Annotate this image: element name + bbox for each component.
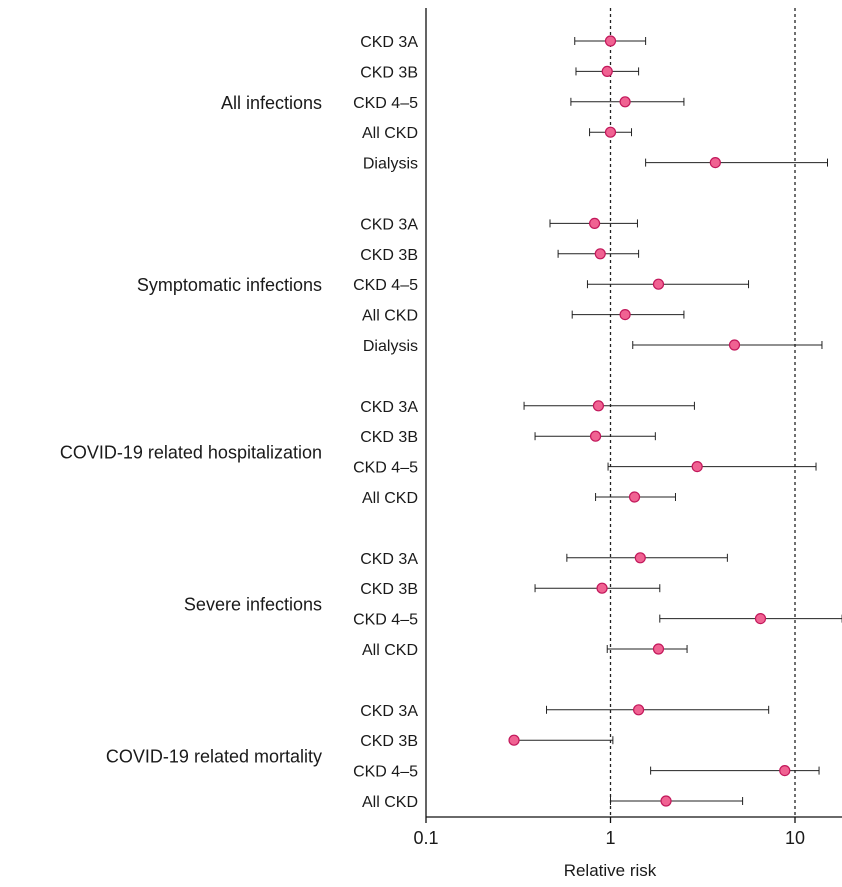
row-label: CKD 3A	[360, 399, 418, 416]
group-label: Severe infections	[184, 594, 322, 614]
reference-lines	[609, 8, 796, 817]
point-estimate	[632, 704, 645, 716]
row-label: CKD 4–5	[353, 95, 418, 112]
row-label: CKD 4–5	[353, 612, 418, 629]
row-label: CKD 3A	[360, 216, 418, 233]
point-estimate	[779, 764, 791, 777]
group-label: COVID-19 related hospitalization	[60, 442, 322, 462]
point-estimate	[604, 35, 617, 47]
plot-axes	[425, 8, 842, 818]
row-label: CKD 4–5	[353, 277, 418, 294]
point-estimate	[652, 278, 665, 290]
row-label: CKD 3B	[360, 733, 418, 750]
point-estimate	[588, 217, 601, 229]
data-marks	[508, 35, 842, 807]
point-estimate	[628, 491, 641, 503]
point-estimate	[660, 795, 672, 807]
point-estimate	[604, 126, 617, 138]
group-label: COVID-19 related mortality	[106, 746, 322, 766]
point-estimate	[596, 582, 608, 594]
point-estimate	[601, 65, 613, 78]
row-label: Dialysis	[363, 156, 418, 173]
row-label: CKD 3A	[360, 551, 418, 568]
point-estimate	[592, 400, 605, 412]
group-label: Symptomatic infections	[137, 275, 322, 295]
point-estimate	[619, 309, 631, 321]
x-tick-label: 1	[605, 828, 615, 848]
point-estimate	[589, 430, 602, 442]
point-estimate	[709, 157, 721, 169]
row-label: All CKD	[362, 308, 418, 325]
row-label: CKD 3A	[360, 703, 418, 720]
row-label: Dialysis	[363, 338, 418, 355]
row-label: CKD 3A	[360, 34, 418, 51]
point-estimate	[691, 461, 703, 473]
row-label: All CKD	[362, 642, 418, 659]
x-axis-title: Relative risk	[564, 861, 657, 880]
row-label: CKD 4–5	[353, 460, 418, 477]
x-tick-label: 10	[785, 828, 805, 848]
row-label: All CKD	[362, 490, 418, 507]
point-estimate	[619, 96, 631, 108]
point-estimate	[508, 734, 520, 746]
row-label: CKD 3B	[360, 429, 418, 446]
point-estimate	[652, 643, 665, 655]
row-labels: CKD 3A CKD 3B CKD 4–5 All CKD Dialysis All in…	[60, 34, 418, 811]
point-estimate	[634, 552, 646, 564]
row-label: CKD 3B	[360, 581, 418, 598]
point-estimate	[754, 612, 767, 625]
row-label: All CKD	[362, 125, 418, 142]
point-estimate	[594, 248, 606, 260]
x-axis-ticks: 0.1 1 10	[413, 817, 805, 848]
row-label: CKD 4–5	[353, 764, 418, 781]
row-label: CKD 3B	[360, 247, 418, 264]
point-estimate	[728, 339, 741, 351]
group-label: All infections	[221, 93, 322, 113]
row-label: All CKD	[362, 794, 418, 811]
row-label: CKD 3B	[360, 64, 418, 81]
x-tick-label: 0.1	[413, 828, 438, 848]
